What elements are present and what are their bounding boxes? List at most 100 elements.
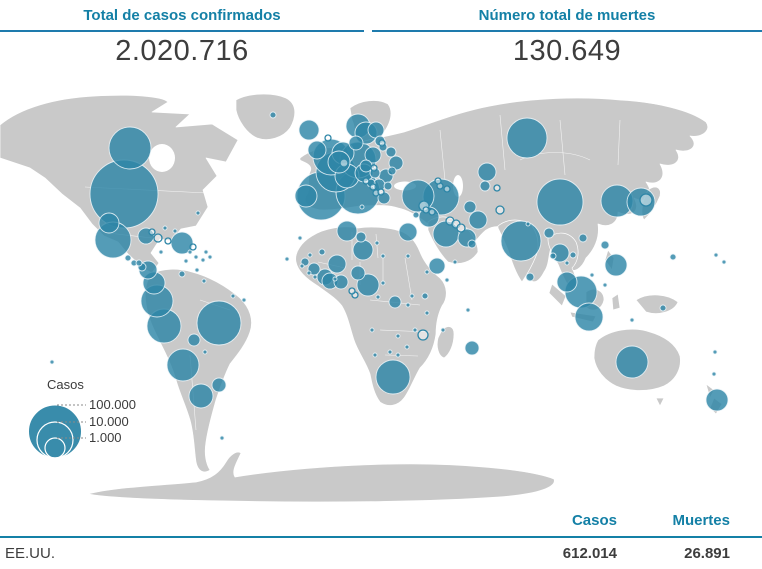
country-bubble-ring[interactable] bbox=[164, 237, 172, 245]
country-bubble[interactable] bbox=[536, 178, 584, 226]
country-bubble[interactable] bbox=[452, 259, 458, 265]
country-bubble[interactable] bbox=[318, 248, 326, 256]
country-bubble-ring[interactable] bbox=[348, 287, 356, 295]
country-bubble[interactable] bbox=[241, 297, 247, 303]
country-bubble[interactable] bbox=[200, 257, 206, 263]
country-bubble[interactable] bbox=[158, 249, 164, 255]
country-bubble[interactable] bbox=[556, 271, 578, 293]
country-bubble[interactable] bbox=[374, 240, 380, 246]
country-bubble[interactable] bbox=[193, 254, 199, 260]
country-bubble[interactable] bbox=[543, 227, 555, 239]
country-bubble[interactable] bbox=[444, 277, 450, 283]
country-bubble[interactable] bbox=[364, 146, 382, 164]
country-bubble-ring[interactable] bbox=[639, 193, 653, 207]
country-bubble[interactable] bbox=[380, 253, 386, 259]
country-bubble[interactable] bbox=[464, 340, 480, 356]
country-bubble[interactable] bbox=[98, 212, 120, 234]
country-bubble[interactable] bbox=[359, 159, 373, 173]
country-bubble-ring[interactable] bbox=[339, 158, 349, 168]
country-bubble-ring[interactable] bbox=[369, 183, 377, 191]
country-bubble[interactable] bbox=[297, 235, 303, 241]
country-bubble[interactable] bbox=[306, 270, 312, 276]
country-bubble-ring[interactable] bbox=[378, 139, 386, 147]
country-bubble[interactable] bbox=[387, 166, 397, 176]
country-bubble[interactable] bbox=[659, 304, 667, 312]
country-bubble[interactable] bbox=[398, 222, 418, 242]
country-bubble[interactable] bbox=[348, 135, 364, 151]
country-bubble[interactable] bbox=[196, 300, 242, 346]
country-bubble[interactable] bbox=[298, 119, 320, 141]
country-bubble[interactable] bbox=[350, 265, 366, 281]
country-bubble[interactable] bbox=[412, 211, 420, 219]
country-bubble-ring[interactable] bbox=[422, 206, 430, 214]
country-bubble-ring[interactable] bbox=[495, 205, 505, 215]
country-bubble[interactable] bbox=[387, 349, 393, 355]
country-bubble[interactable] bbox=[356, 273, 380, 297]
country-bubble[interactable] bbox=[405, 253, 411, 259]
country-bubble[interactable] bbox=[604, 253, 628, 277]
country-bubble[interactable] bbox=[219, 435, 225, 441]
country-bubble[interactable] bbox=[705, 388, 729, 412]
country-bubble[interactable] bbox=[202, 349, 208, 355]
country-bubble[interactable] bbox=[307, 252, 313, 258]
country-bubble-ring[interactable] bbox=[148, 228, 156, 236]
country-bubble[interactable] bbox=[589, 272, 595, 278]
country-bubble[interactable] bbox=[162, 225, 168, 231]
country-bubble-ring[interactable] bbox=[153, 233, 163, 243]
country-bubble[interactable] bbox=[355, 231, 367, 243]
country-bubble[interactable] bbox=[569, 251, 577, 259]
country-bubble[interactable] bbox=[409, 293, 415, 299]
country-bubble[interactable] bbox=[564, 260, 570, 266]
country-bubble[interactable] bbox=[284, 256, 290, 262]
country-bubble[interactable] bbox=[424, 310, 430, 316]
country-bubble[interactable] bbox=[108, 126, 152, 170]
country-bubble[interactable] bbox=[359, 204, 365, 210]
country-bubble[interactable] bbox=[230, 293, 236, 299]
country-bubble[interactable] bbox=[385, 146, 397, 158]
country-bubble[interactable] bbox=[352, 239, 374, 261]
country-bubble[interactable] bbox=[600, 240, 610, 250]
country-bubble-ring[interactable] bbox=[456, 223, 466, 233]
country-bubble[interactable] bbox=[307, 140, 327, 160]
country-bubble[interactable] bbox=[211, 377, 227, 393]
country-bubble-ring[interactable] bbox=[428, 208, 436, 216]
country-bubble[interactable] bbox=[188, 383, 214, 409]
country-bubble[interactable] bbox=[713, 252, 719, 258]
country-bubble-ring[interactable] bbox=[443, 185, 451, 193]
country-bubble[interactable] bbox=[424, 269, 430, 275]
country-bubble[interactable] bbox=[479, 180, 491, 192]
country-bubble[interactable] bbox=[380, 280, 386, 286]
country-bubble[interactable] bbox=[207, 254, 213, 260]
country-bubble[interactable] bbox=[187, 249, 193, 255]
country-bubble[interactable] bbox=[404, 344, 410, 350]
country-bubble[interactable] bbox=[525, 221, 531, 227]
country-bubble[interactable] bbox=[375, 359, 411, 395]
country-bubble[interactable] bbox=[367, 121, 385, 139]
country-bubble[interactable] bbox=[629, 317, 635, 323]
country-bubble[interactable] bbox=[294, 184, 318, 208]
country-bubble[interactable] bbox=[124, 254, 132, 262]
country-bubble-ring[interactable] bbox=[324, 134, 332, 142]
country-bubble[interactable] bbox=[203, 249, 209, 255]
country-bubble[interactable] bbox=[395, 352, 401, 358]
country-bubble[interactable] bbox=[178, 270, 186, 278]
country-bubble[interactable] bbox=[615, 345, 649, 379]
country-bubble[interactable] bbox=[388, 295, 402, 309]
country-bubble[interactable] bbox=[465, 307, 471, 313]
country-bubble[interactable] bbox=[440, 327, 446, 333]
country-bubble[interactable] bbox=[332, 276, 338, 282]
country-bubble[interactable] bbox=[468, 210, 488, 230]
country-bubble[interactable] bbox=[194, 267, 200, 273]
country-bubble[interactable] bbox=[711, 371, 717, 377]
country-bubble[interactable] bbox=[421, 292, 429, 300]
country-bubble[interactable] bbox=[477, 162, 497, 182]
country-bubble-ring[interactable] bbox=[434, 177, 442, 185]
country-bubble[interactable] bbox=[312, 274, 318, 280]
country-bubble[interactable] bbox=[49, 359, 55, 365]
country-bubble[interactable] bbox=[327, 254, 347, 274]
country-bubble-ring[interactable] bbox=[493, 184, 501, 192]
country-bubble[interactable] bbox=[135, 259, 143, 267]
country-bubble[interactable] bbox=[525, 272, 535, 282]
country-bubble[interactable] bbox=[172, 228, 178, 234]
country-bubble[interactable] bbox=[166, 348, 200, 382]
